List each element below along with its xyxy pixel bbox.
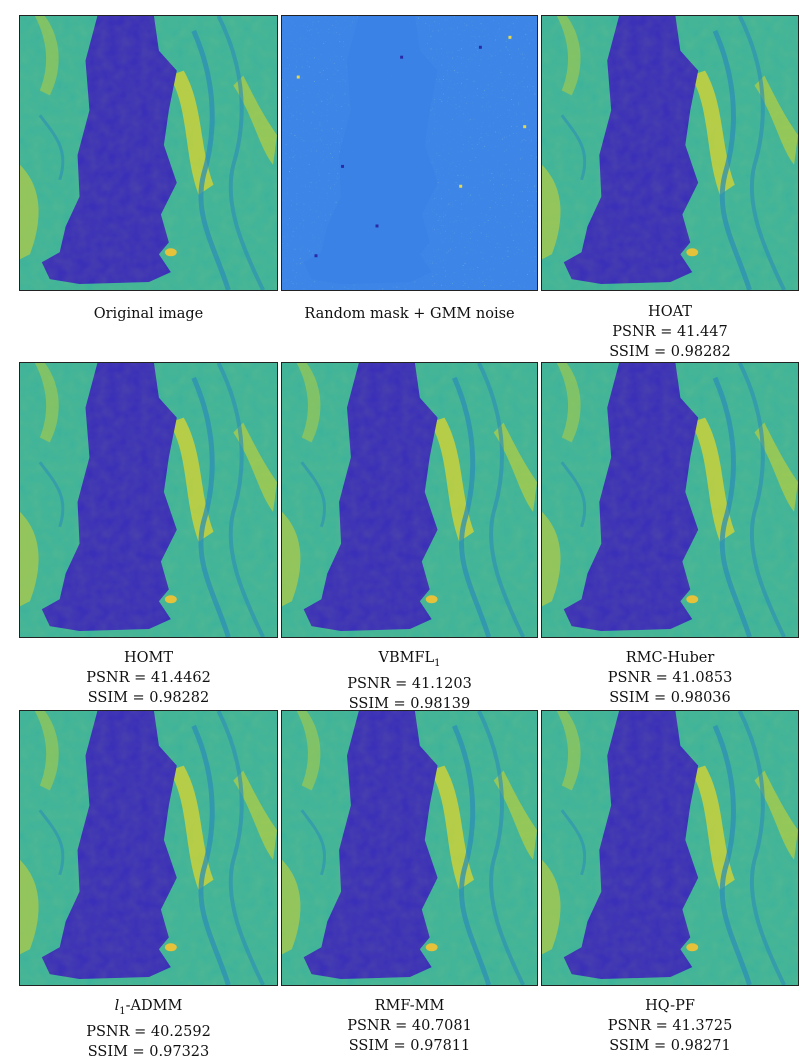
panel-hoat <box>541 15 799 291</box>
panel-homt <box>19 362 278 638</box>
caption-ssim: SSIM = 0.98282 <box>87 690 210 706</box>
panel-hq-pf <box>541 710 799 986</box>
caption-title: l1-ADMM <box>114 998 183 1017</box>
caption-ssim: SSIM = 0.97811 <box>348 1038 471 1054</box>
caption-psnr: PSNR = 41.447 <box>612 324 728 340</box>
panel-rmf-mm <box>281 710 538 986</box>
caption-title: HOAT <box>648 304 692 320</box>
caption-l1-admm: l1-ADMM PSNR = 40.2592 SSIM = 0.97323 <box>19 996 278 1062</box>
caption-ssim: SSIM = 0.98139 <box>348 695 471 712</box>
panel-rmc-huber <box>541 362 799 638</box>
caption-rmf-mm: RMF-MM PSNR = 40.7081 SSIM = 0.97811 <box>281 996 538 1056</box>
caption-title: HQ-PF <box>645 998 695 1014</box>
caption-title: RMF-MM <box>374 998 445 1014</box>
caption-title: Original image <box>93 306 204 322</box>
caption-title: HOMT <box>123 650 174 666</box>
caption-psnr: PSNR = 41.1203 <box>347 675 472 692</box>
panel-original-image <box>19 15 278 291</box>
caption-ssim: SSIM = 0.98271 <box>609 1038 731 1054</box>
caption-psnr: PSNR = 41.4462 <box>86 670 211 686</box>
caption-ssim: SSIM = 0.97323 <box>87 1043 210 1060</box>
panel-vbmfl1 <box>281 362 538 638</box>
caption-noisy-image: Random mask + GMM noise <box>281 304 538 324</box>
panel-noisy-image <box>281 15 538 291</box>
panel-l1-admm <box>19 710 278 986</box>
caption-psnr: PSNR = 41.3725 <box>607 1018 733 1034</box>
caption-title: RMC-Huber <box>625 650 715 666</box>
caption-hq-pf: HQ-PF PSNR = 41.3725 SSIM = 0.98271 <box>541 996 799 1056</box>
caption-ssim: SSIM = 0.98282 <box>609 344 731 360</box>
caption-original-image: Original image <box>19 304 278 324</box>
caption-ssim: SSIM = 0.98036 <box>609 690 731 706</box>
caption-rmc-huber: RMC-Huber PSNR = 41.0853 SSIM = 0.98036 <box>541 648 799 708</box>
caption-title: Random mask + GMM noise <box>304 306 515 322</box>
caption-psnr: PSNR = 40.2592 <box>86 1023 211 1040</box>
caption-vbmfl1: VBMFL1 PSNR = 41.1203 SSIM = 0.98139 <box>281 648 538 714</box>
caption-hoat: HOAT PSNR = 41.447 SSIM = 0.98282 <box>541 302 799 362</box>
caption-title: VBMFL1 <box>378 650 441 669</box>
caption-psnr: PSNR = 41.0853 <box>607 670 733 686</box>
caption-psnr: PSNR = 40.7081 <box>347 1018 472 1034</box>
caption-homt: HOMT PSNR = 41.4462 SSIM = 0.98282 <box>19 648 278 708</box>
